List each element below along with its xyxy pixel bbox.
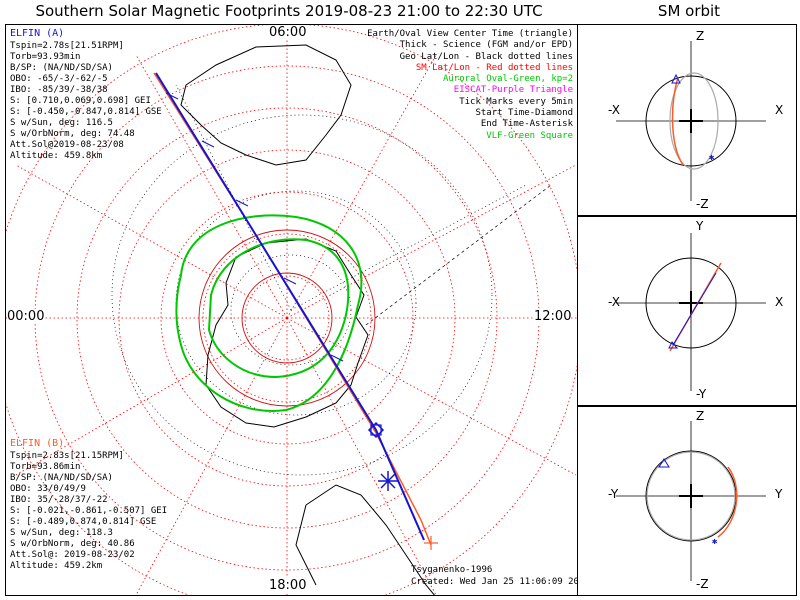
orbit2-right: X [775,295,784,309]
footprint-map: ELFIN (A) Tspin=2.78s[21.51RPM] Torb=93.9… [5,24,578,596]
legend-item: SM Lat/Lon - Red dotted lines [415,62,573,73]
outer-red-circle [198,229,376,407]
orbit3-bottom: -Z [696,577,709,591]
elfin-a-name: ELFIN (A) [10,28,65,39]
orbit2-left: -X [608,295,620,309]
orbit3-left: -Y [608,487,619,501]
elfin-b-line: B/SP: (NA/ND/SD/SA) [10,473,113,483]
elfin-b-line: Tspin=2.83s[21.15RPM] [10,451,124,461]
orbit1-left: -X [608,103,620,117]
elfin-a-line: S w/Sun, deg: 116.5 [10,118,113,128]
elfin-a-line: B/SP: (NA/ND/SD/SA) [10,63,113,73]
time-label-top: 06:00 [269,25,307,40]
auroral-oval-outer [175,214,363,412]
legend-item: Start Time-Diamond [475,108,573,119]
orbit2-top: Y [696,219,704,233]
elfin-a-line: S w/OrbNorm, deg: 74.48 [10,129,135,139]
svg-text:✱: ✱ [709,153,715,163]
elfin-b-track [153,72,432,546]
time-label-left: 00:00 [7,309,45,324]
created-date: Created: Wed Jan 25 11:06:09 2023 [411,577,578,587]
time-label-bottom: 18:00 [269,578,307,593]
australia-coast [180,44,352,166]
orbit3-top: Z [696,409,705,423]
elfin-a-line: S: [0.710,0.069,0.698] GEI [10,96,151,106]
legend-item: End Time-Asterisk [480,119,573,130]
elfin-a-line: OBO: -65/-3/-62/-5 [10,74,108,84]
orbit-panel-xz: ✱ Z -Z -X X [578,24,797,216]
elfin-a-line: Torb=93.93min [10,52,81,62]
inner-red-circle [241,272,333,364]
auroral-oval-inner [207,238,350,379]
elfin-a-track [155,72,425,541]
elfin-b-line: Torb=93.86min [10,462,81,472]
svg-text:✱: ✱ [712,537,718,547]
elfin-b-line: Att.Sol@: 2019-08-23/02 [10,550,135,560]
legend: Earth/Oval View Center Time (triangle) Th… [367,29,573,142]
elfin-b-info: Tspin=2.83s[21.15RPM] Torb=93.86min B/SP: … [10,451,167,572]
elfin-b-line: S: [-0.489,0.874,0.814] GSE [10,517,157,527]
elfin-a-line: Altitude: 459.8km [10,151,103,161]
orbit-yz-svg: ✱ [616,421,766,581]
end-asterisk-b [424,536,438,550]
plot-title: Southern Solar Magnetic Footprints 2019-… [35,2,543,20]
orbit2-bottom: -Y [696,387,707,401]
antarctica-coast [205,238,369,428]
view-direction-line [365,184,552,326]
legend-item: Tick Marks every 5min [459,96,573,107]
elfin-b-line: S: [-0.021,-0.861,-0.507] GEI [10,506,168,516]
orbit-title: SM orbit [657,2,721,20]
legend-item: Earth/Oval View Center Time (triangle) [367,29,573,39]
legend-item: EISCAT-Purple Triangle [453,85,573,96]
orbit-xy-svg [616,233,766,391]
elfin-a-line: Tspin=2.78s[21.51RPM] [10,41,124,51]
end-asterisk-a [378,471,398,491]
elfin-a-info: Tspin=2.78s[21.51RPM] Torb=93.93min B/SP: … [10,41,162,162]
elfin-b-line: IBO: 35/-28/37/-22 [10,495,108,505]
elfin-b-name: ELFIN (B) [10,438,65,449]
legend-item: Geo Lat/Lon - Black dotted lines [399,51,573,62]
legend-item: Thick - Science (FGM and/or EPD) [399,40,573,51]
elfin-a-line: S: [-0.450,-0.847,0.814] GSE [10,107,162,117]
elfin-b-line: Altitude: 459.2km [10,561,103,571]
legend-item: VLF-Green Square [486,130,573,141]
legend-item: Auroral Oval-Green, kp=2 [442,74,573,85]
orbit-xz-svg: ✱ [616,41,766,201]
elfin-b-line: S w/OrbNorm, deg: 40.86 [10,539,135,549]
credit: Tsyganenko-1996 [411,565,493,575]
orbit3-right: Y [775,487,783,501]
orbit-panel-xy: Y -Y -X X [578,216,797,406]
orbit1-right: X [775,103,784,117]
orbit-panel-yz: ✱ Z -Z -Y Y [578,406,797,596]
elfin-a-line: Att.Sol@2019-08-23/08 [10,140,124,150]
elfin-b-line: S w/Sun, deg: 118.3 [10,528,113,538]
elfin-a-line: IBO: -85/39/-38/38 [10,85,108,95]
elfin-b-line: OBO: 33/0/49/9 [10,484,86,494]
orbit1-top: Z [696,29,705,43]
elfin-a-ticks [165,92,344,362]
orbit1-bottom: -Z [696,197,709,211]
time-label-right: 12:00 [534,309,572,324]
start-diamond [367,421,385,439]
south-america-coast [295,484,435,595]
